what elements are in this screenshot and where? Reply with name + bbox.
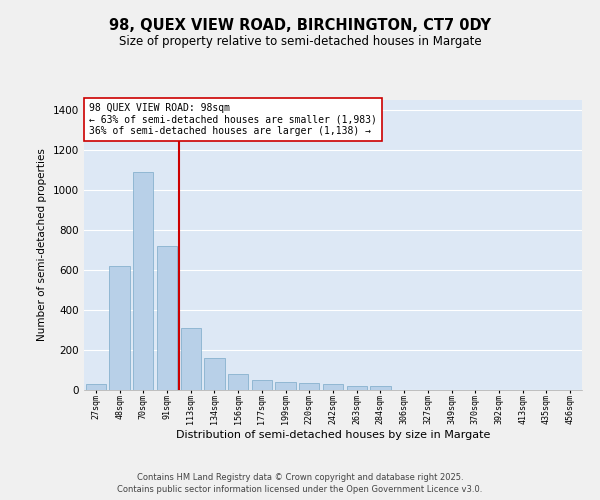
Bar: [299, 383, 319, 390]
Bar: [205, 358, 224, 390]
Text: Contains HM Land Registry data © Crown copyright and database right 2025.: Contains HM Land Registry data © Crown c…: [137, 472, 463, 482]
Bar: [347, 386, 367, 390]
Bar: [181, 328, 201, 390]
Text: Size of property relative to semi-detached houses in Margate: Size of property relative to semi-detach…: [119, 35, 481, 48]
Text: 98, QUEX VIEW ROAD, BIRCHINGTON, CT7 0DY: 98, QUEX VIEW ROAD, BIRCHINGTON, CT7 0DY: [109, 18, 491, 32]
Bar: [323, 384, 343, 390]
Bar: [370, 386, 391, 390]
Bar: [228, 374, 248, 390]
Bar: [86, 384, 106, 390]
Bar: [252, 380, 272, 390]
Bar: [275, 382, 296, 390]
X-axis label: Distribution of semi-detached houses by size in Margate: Distribution of semi-detached houses by …: [176, 430, 490, 440]
Bar: [133, 172, 154, 390]
Bar: [157, 246, 177, 390]
Text: Contains public sector information licensed under the Open Government Licence v3: Contains public sector information licen…: [118, 485, 482, 494]
Y-axis label: Number of semi-detached properties: Number of semi-detached properties: [37, 148, 47, 342]
Text: 98 QUEX VIEW ROAD: 98sqm
← 63% of semi-detached houses are smaller (1,983)
36% o: 98 QUEX VIEW ROAD: 98sqm ← 63% of semi-d…: [89, 103, 377, 136]
Bar: [109, 266, 130, 390]
